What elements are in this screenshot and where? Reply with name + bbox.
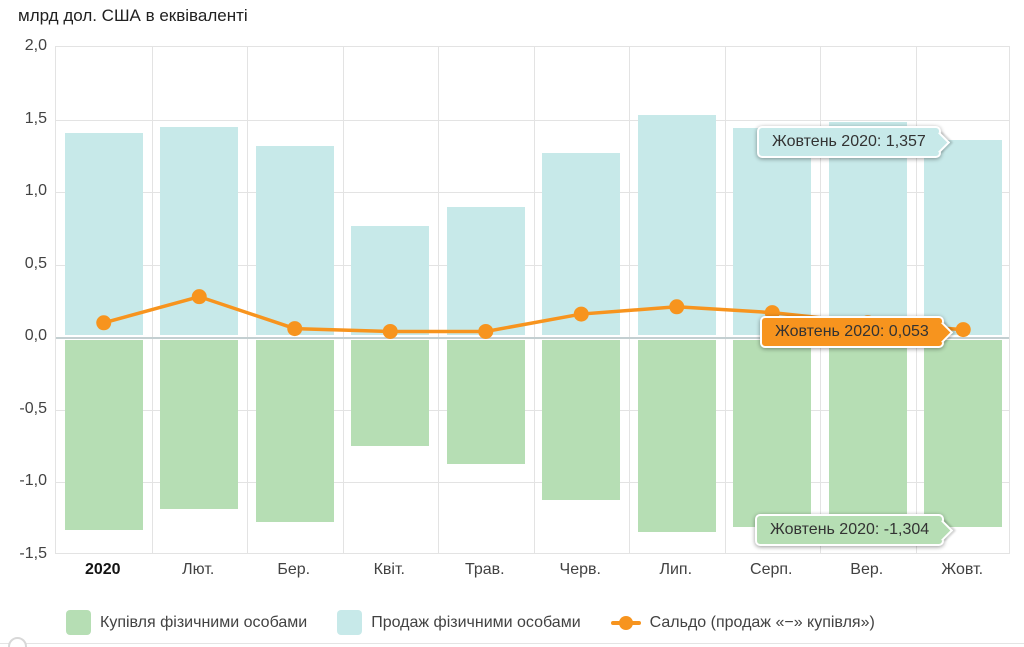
h-gridline — [56, 119, 1009, 121]
y-tick-label: -1,5 — [19, 545, 47, 562]
saldo-line — [96, 289, 971, 339]
v-gridline — [342, 47, 344, 553]
legend-item-purchase: Купівля фізичними особами — [66, 610, 307, 635]
x-tick-label: Серп. — [750, 561, 793, 578]
bottom-divider — [0, 643, 1024, 644]
blue-swatch-icon — [337, 610, 363, 635]
green-swatch-icon — [66, 610, 91, 635]
v-gridline — [151, 47, 153, 553]
x-tick-label: Вер. — [850, 561, 884, 578]
bar-sale[interactable] — [733, 128, 812, 336]
tooltip-saldo-text: Жовтень 2020: 0,053 — [775, 323, 929, 340]
zero-baseline — [56, 336, 1009, 339]
v-gridline — [724, 47, 726, 553]
y-tick-label: 1,5 — [24, 109, 47, 127]
bar-sale[interactable] — [446, 206, 525, 336]
bar-sale[interactable] — [542, 152, 621, 336]
y-tick-label: 2,0 — [24, 37, 47, 54]
bar-sale[interactable] — [64, 132, 143, 336]
h-gridline — [56, 409, 1009, 411]
x-tick-label: 2020 — [84, 561, 121, 578]
h-gridline — [56, 264, 1009, 266]
bar-purchase[interactable] — [160, 340, 239, 509]
y-tick-label: 0,0 — [24, 327, 47, 345]
bar-sale[interactable] — [637, 115, 716, 336]
saldo-point[interactable] — [669, 299, 685, 315]
legend-saldo-label: Сальдо (продаж «−» купівля») — [649, 613, 875, 631]
bar-purchase[interactable] — [64, 340, 143, 531]
x-tick-label: Квіт. — [373, 561, 405, 578]
y-tick-label: -1,0 — [19, 472, 47, 490]
bar-sale[interactable] — [924, 140, 1003, 336]
chart-legend: Купівля фізичними особами Продаж фізични… — [66, 610, 875, 635]
v-gridline — [438, 47, 439, 553]
v-gridline — [915, 47, 917, 553]
v-gridline — [247, 47, 248, 553]
orange-line-marker-icon — [610, 615, 641, 630]
v-gridline — [533, 47, 535, 553]
x-tick-label: Жовт. — [941, 561, 984, 578]
x-tick-label: Черв. — [559, 561, 601, 578]
bar-purchase[interactable] — [637, 340, 716, 532]
saldo-point[interactable] — [382, 323, 398, 339]
h-gridline — [56, 192, 1009, 194]
saldo-point[interactable] — [573, 306, 589, 322]
tooltip-sale-text: Жовтень 2020: 1,357 — [772, 133, 926, 150]
bar-purchase[interactable] — [446, 340, 525, 464]
x-tick-label: Трав. — [464, 561, 505, 578]
partial-circle-decoration — [8, 637, 27, 647]
x-tick-label: Бер. — [277, 561, 311, 578]
x-tick-label: Лип. — [659, 561, 693, 578]
saldo-point[interactable] — [955, 322, 971, 338]
h-gridline — [56, 482, 1009, 484]
tooltip-sale-october: Жовтень 2020: 1,357 — [757, 126, 950, 158]
bar-purchase[interactable] — [542, 340, 621, 500]
y-tick-label: 0,5 — [24, 254, 47, 272]
bar-purchase[interactable] — [255, 340, 334, 522]
legend-item-saldo: Сальдо (продаж «−» купівля») — [610, 613, 875, 632]
v-gridline — [629, 47, 630, 553]
bar-sale[interactable] — [255, 145, 334, 336]
legend-item-sale: Продаж фізичними особами — [337, 610, 581, 635]
y-tick-label: -0,5 — [19, 399, 47, 417]
bar-purchase[interactable] — [828, 340, 907, 525]
saldo-point[interactable] — [191, 289, 207, 305]
bar-purchase[interactable] — [351, 340, 430, 447]
chart-title: млрд дол. США в еквіваленті — [18, 6, 248, 25]
bar-sale[interactable] — [351, 225, 430, 336]
tooltip-purchase-october: Жовтень 2020: -1,304 — [755, 514, 954, 546]
plot-area — [55, 46, 1010, 554]
tooltip-purchase-text: Жовтень 2020: -1,304 — [770, 521, 930, 538]
saldo-point[interactable] — [287, 321, 303, 337]
saldo-point[interactable] — [96, 315, 112, 331]
legend-sale-label: Продаж фізичними особами — [371, 613, 581, 631]
x-tick-label: Лют. — [182, 561, 215, 578]
saldo-point[interactable] — [478, 323, 494, 339]
legend-purchase-label: Купівля фізичними особами — [100, 613, 308, 631]
bar-purchase[interactable] — [733, 340, 812, 528]
tooltip-saldo-october: Жовтень 2020: 0,053 — [760, 316, 953, 348]
bar-purchase[interactable] — [924, 340, 1003, 527]
v-gridline — [820, 47, 821, 553]
y-tick-label: 1,0 — [24, 182, 47, 200]
